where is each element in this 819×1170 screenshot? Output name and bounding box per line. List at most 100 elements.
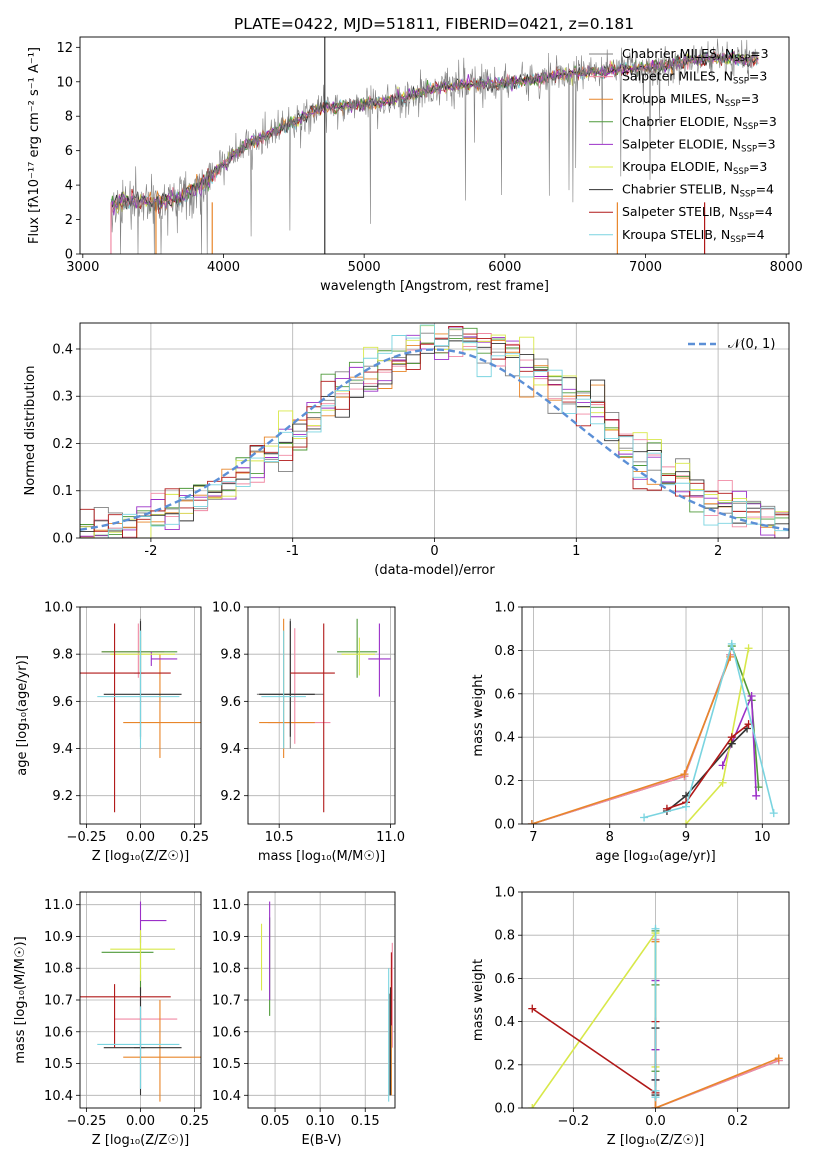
weight_vs_Z-axes: −0.2 0.0 0.2 0.0 0.2 0.4 0.6 0.8 1.0 Z [log₁₀(Z/Z… bbox=[471, 886, 789, 1148]
y-tick-label: 11.0 bbox=[212, 898, 241, 913]
residuals-frame bbox=[79, 322, 790, 539]
y-tick-label: 0.3 bbox=[52, 390, 73, 405]
y-tick-label: 0.8 bbox=[494, 929, 515, 944]
y-tick-label: 9.2 bbox=[220, 789, 241, 804]
y-axis-label: Flux [fλ10⁻¹⁷ erg cm⁻² s⁻¹ A⁻¹] bbox=[27, 47, 42, 244]
y-tick-label: 0.6 bbox=[494, 972, 515, 987]
residual-histograms bbox=[80, 324, 789, 538]
y-tick-label: 0.8 bbox=[494, 644, 515, 659]
age_vs_Z-axes: −0.25 0.00 0.25 9.2 9.4 9.6 9.8 10.0 Z [log₁₀(Z/… bbox=[15, 601, 209, 865]
x-tick-label: -2 bbox=[144, 544, 157, 559]
y-tick-label: 0.2 bbox=[52, 437, 73, 452]
legend-entry: Salpeter STELIB, NSSP=4 bbox=[622, 204, 773, 222]
y-tick-label: 10.0 bbox=[44, 601, 73, 616]
y-tick-label: 10 bbox=[56, 75, 73, 90]
weight-marker bbox=[651, 924, 660, 933]
weight-marker bbox=[528, 1104, 537, 1108]
x-tick-label: 10 bbox=[754, 830, 771, 845]
x-tick-label: 0.00 bbox=[126, 830, 155, 845]
mass_vs_ebv-axes: 0.05 0.10 0.15 10.4 10.5 10.6 10.7 10.8 10.9 11.0… bbox=[212, 892, 395, 1148]
x-axis-label: wavelength [Angstrom, rest frame] bbox=[320, 279, 549, 294]
histogram-series bbox=[80, 324, 789, 538]
x-tick-label: 1 bbox=[572, 544, 580, 559]
y-tick-label: 0.0 bbox=[494, 818, 515, 833]
spectrum-axes: 3000 4000 5000 6000 7000 8000 0 2 4 6 8 10 12 wavelen… bbox=[27, 41, 803, 294]
legend-entry: Chabrier ELODIE, NSSP=3 bbox=[622, 114, 777, 132]
y-tick-label: 9.8 bbox=[52, 648, 73, 663]
weight-marker bbox=[774, 1054, 783, 1063]
legend-entry: Kroupa MILES, NSSP=3 bbox=[622, 91, 759, 109]
x-axis-label: Z [log₁₀(Z/Z☉)] bbox=[607, 1133, 704, 1148]
weight-line bbox=[666, 723, 750, 810]
x-tick-label: 0.0 bbox=[645, 1114, 666, 1129]
weight-marker bbox=[527, 820, 536, 824]
legend-entry: Kroupa STELIB, NSSP=4 bbox=[622, 227, 765, 245]
weight-line bbox=[531, 656, 732, 824]
y-tick-label: 1.0 bbox=[494, 601, 515, 616]
x-tick-label: 0.00 bbox=[126, 1114, 155, 1129]
y-tick-label: 0.0 bbox=[52, 532, 73, 547]
x-tick-label: 5000 bbox=[348, 260, 381, 275]
y-axis-label: age [log₁₀(age/yr)] bbox=[15, 655, 30, 776]
age_vs_Z-points bbox=[80, 618, 201, 813]
x-tick-label: 2 bbox=[714, 544, 722, 559]
x-tick-label: 0.10 bbox=[306, 1114, 335, 1129]
y-tick-label: 0.1 bbox=[52, 484, 73, 499]
y-tick-label: 10.7 bbox=[44, 994, 73, 1009]
spectrum-line bbox=[110, 38, 759, 254]
normal-curve bbox=[80, 348, 789, 531]
weight_vs_age-axes: 7 8 9 10 0.0 0.2 0.4 0.6 0.8 1.0 age [log₁₀(age/yr… bbox=[471, 601, 789, 864]
x-tick-label: 8000 bbox=[770, 260, 803, 275]
legend-entry: Chabrier STELIB, NSSP=4 bbox=[622, 182, 774, 200]
y-tick-label: 0.2 bbox=[494, 774, 515, 789]
y-tick-label: 9.4 bbox=[220, 742, 241, 757]
y-tick-label: 0.4 bbox=[494, 1015, 515, 1030]
x-tick-label: 0 bbox=[430, 544, 438, 559]
y-tick-label: 10.4 bbox=[212, 1089, 241, 1104]
legend-entry: Chabrier MILES, NSSP=3 bbox=[622, 46, 769, 64]
x-tick-label: −0.25 bbox=[67, 1114, 107, 1129]
y-tick-label: 0.4 bbox=[52, 342, 73, 357]
y-tick-label: 10.9 bbox=[44, 930, 73, 945]
spectrum-frame bbox=[79, 36, 790, 255]
y-tick-label: 0.2 bbox=[494, 1058, 515, 1073]
y-tick-label: 10.5 bbox=[44, 1057, 73, 1072]
y-tick-label: 9.6 bbox=[52, 695, 73, 710]
x-axis-label: Z [log₁₀(Z/Z☉)] bbox=[92, 849, 189, 864]
weight-marker bbox=[651, 1086, 660, 1095]
weight-marker bbox=[727, 639, 736, 648]
x-axis-label: age [log₁₀(age/yr)] bbox=[595, 849, 716, 864]
x-axis-label: mass [log₁₀(M/M☉)] bbox=[258, 849, 385, 864]
y-axis-label: mass [log₁₀(M/M☉)] bbox=[13, 936, 28, 1063]
weight_vs_age-frame bbox=[521, 606, 790, 825]
x-tick-label: 3000 bbox=[66, 260, 99, 275]
legend-entry: Salpeter ELODIE, NSSP=3 bbox=[622, 136, 776, 154]
x-tick-label: 4000 bbox=[207, 260, 240, 275]
y-tick-label: 0 bbox=[65, 248, 73, 263]
weight-line bbox=[666, 727, 748, 812]
figure-title: PLATE=0422, MJD=51811, FIBERID=0421, z=0… bbox=[234, 15, 634, 33]
x-axis-label: E(B-V) bbox=[301, 1133, 341, 1148]
y-tick-label: 10.9 bbox=[212, 930, 241, 945]
x-tick-label: 0.25 bbox=[180, 830, 209, 845]
weight-marker bbox=[718, 778, 727, 787]
weight-line bbox=[643, 640, 775, 819]
y-tick-label: 8 bbox=[65, 110, 73, 125]
y-axis-label: mass weight bbox=[471, 959, 486, 1041]
weight-marker bbox=[744, 644, 753, 653]
y-tick-label: 10.0 bbox=[212, 601, 241, 616]
weight_vs_Z-frame bbox=[521, 891, 790, 1109]
weight-marker bbox=[769, 809, 778, 818]
weight_vs_Z-series bbox=[528, 924, 783, 1108]
weight-marker bbox=[682, 820, 691, 824]
mass_vs_ebv-points bbox=[260, 901, 393, 1102]
y-tick-label: 10.7 bbox=[212, 994, 241, 1009]
legend-entry: 𝒩(0, 1) bbox=[728, 337, 775, 352]
y-tick-label: 10.4 bbox=[44, 1089, 73, 1104]
mass_vs_ebv-frame bbox=[247, 891, 396, 1109]
spectrum-lines bbox=[110, 37, 759, 254]
y-tick-label: 10.6 bbox=[212, 1025, 241, 1040]
weight-marker bbox=[752, 791, 761, 800]
x-tick-label: −0.25 bbox=[67, 830, 107, 845]
weight-marker bbox=[747, 691, 756, 700]
